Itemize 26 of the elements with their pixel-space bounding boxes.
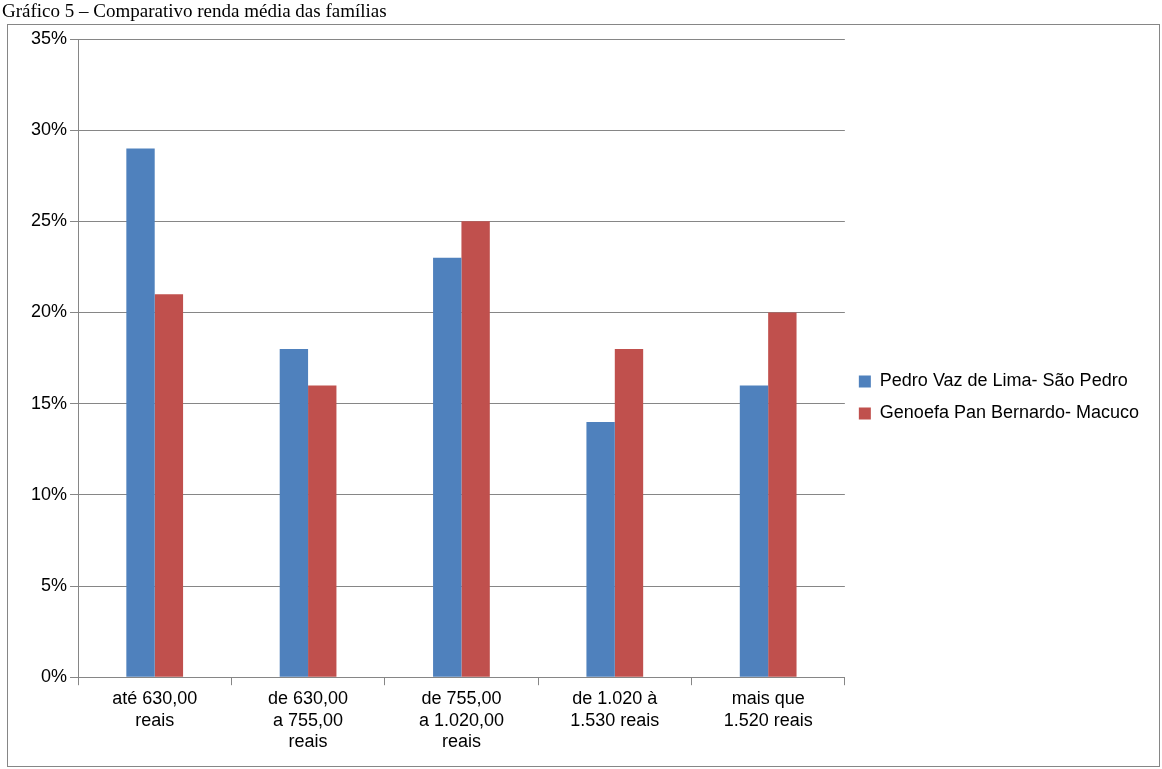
y-tick-label: 30% <box>31 119 68 140</box>
x-tick-label: de 755,00 a 1.020,00 reais <box>418 687 504 752</box>
y-tick-label: 35% <box>31 27 68 48</box>
bar <box>614 348 644 677</box>
y-tick-label: 15% <box>31 392 68 413</box>
x-tick-label: de 1.020 à 1.530 reais <box>570 687 660 730</box>
x-tick-label: de 630,00 a 755,00 reais <box>268 687 349 752</box>
bar <box>126 148 155 677</box>
y-tick-label: 25% <box>31 210 68 231</box>
bar <box>308 385 337 677</box>
legend-label: Pedro Vaz de Lima- São Pedro <box>879 370 1128 391</box>
chart-title: Gráfico 5 – Comparativo renda média das famílias <box>2 0 387 22</box>
x-tick-label: até 630,00 reais <box>112 687 198 730</box>
bar <box>279 348 309 677</box>
bar <box>433 257 462 677</box>
y-tick-label: 0% <box>41 666 68 687</box>
y-tick-label: 20% <box>31 301 68 322</box>
y-tick-label: 10% <box>31 483 68 504</box>
bar <box>739 385 769 677</box>
bar <box>461 221 490 677</box>
x-tick-label: mais que 1.520 reais <box>723 687 813 730</box>
bar <box>768 312 797 677</box>
bar <box>586 421 615 677</box>
y-tick-label: 5% <box>41 575 68 595</box>
legend-label: Genoefa Pan Bernardo- Macuco <box>879 402 1139 423</box>
bar <box>154 294 184 677</box>
